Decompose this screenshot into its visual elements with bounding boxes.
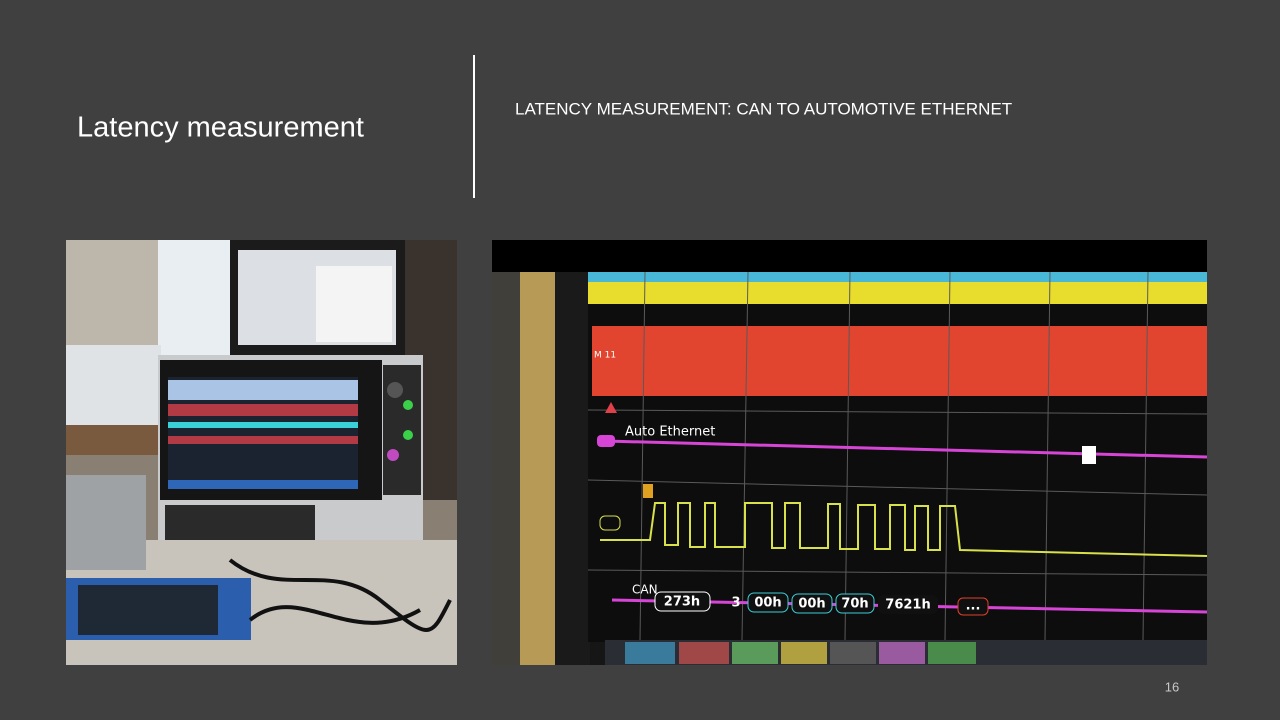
toolbar-tab	[928, 642, 976, 664]
bezel-edge	[520, 272, 555, 665]
rad-box-top	[78, 585, 218, 635]
trace-band	[168, 480, 358, 489]
scope-inputs	[165, 505, 315, 540]
ethernet-label: Auto Ethernet	[625, 425, 715, 440]
can-frame: 273h 3 00h 00h 70h 7621h ...	[654, 591, 989, 616]
can-signal	[600, 502, 1208, 557]
frame-field: 273h	[664, 595, 700, 610]
frame-box	[747, 592, 789, 613]
math-label: M 11	[594, 351, 616, 361]
frame-box	[957, 597, 989, 616]
frame-field: ...	[966, 599, 981, 614]
toolbar-tab	[830, 642, 876, 664]
bus-badge	[597, 435, 615, 447]
ethernet-trace	[604, 439, 1208, 459]
can-label: CAN	[632, 583, 658, 597]
trace-band	[168, 436, 358, 444]
window	[66, 345, 161, 430]
knob	[387, 449, 399, 461]
toolbar-tab	[879, 642, 925, 664]
lab-photo	[66, 240, 457, 665]
grid	[587, 271, 1208, 641]
knob	[387, 382, 403, 398]
trace-band	[168, 380, 358, 400]
scope-photo: M 11 Auto Ethernet CAN 273h 3 00h 00h 70…	[492, 240, 1208, 665]
frame-field: 7621h	[885, 598, 930, 613]
page-number: 16	[1165, 679, 1179, 694]
trace-red	[592, 326, 1207, 396]
toolbar-tab	[732, 642, 778, 664]
black-band	[492, 240, 1207, 272]
frame-box	[878, 595, 938, 614]
frame-field: 70h	[841, 597, 868, 612]
wall	[66, 240, 161, 345]
trace-cyan	[588, 272, 1207, 284]
slide-heading: LATENCY MEASUREMENT: CAN TO AUTOMOTIVE E…	[515, 99, 1012, 118]
trigger	[643, 484, 653, 498]
slide-title: Latency measurement	[77, 112, 364, 144]
knob	[403, 430, 413, 440]
toolbar-tab	[679, 642, 729, 664]
instrument	[66, 475, 146, 570]
toolbar-tab	[625, 642, 675, 664]
scope-knobs	[383, 365, 421, 495]
toolbar-tab	[781, 642, 827, 664]
frame-field: 3	[731, 596, 740, 611]
trace-band	[168, 422, 358, 428]
frame-box	[654, 591, 711, 612]
frame-box	[791, 593, 833, 614]
cursor	[1082, 446, 1096, 464]
cables	[228, 558, 452, 632]
channel-badge	[599, 515, 621, 531]
frame-box	[835, 593, 875, 614]
bezel	[555, 272, 590, 665]
trace-band	[168, 404, 358, 416]
window	[158, 240, 233, 360]
monitor-panel	[316, 266, 392, 342]
frame-field: 00h	[754, 596, 781, 611]
knob	[403, 400, 413, 410]
frame-field: 00h	[798, 597, 825, 612]
warning-icon	[605, 402, 617, 413]
sill	[66, 425, 161, 455]
trace-yellow	[588, 282, 1207, 304]
